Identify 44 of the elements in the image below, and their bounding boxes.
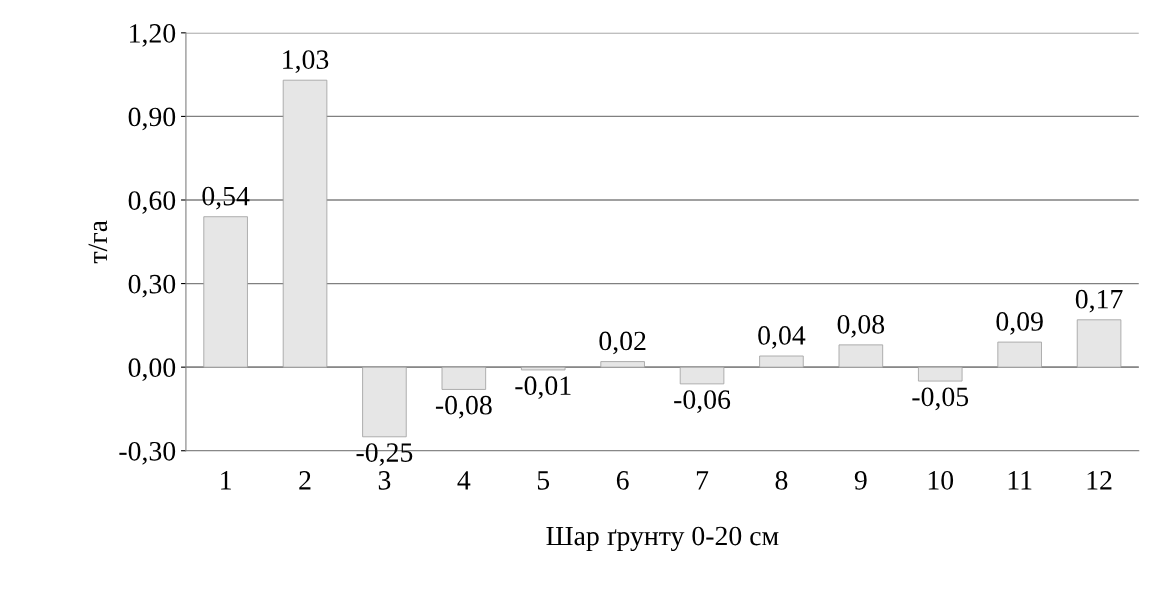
x-tick-label: 6	[616, 471, 629, 490]
y-tick-label: 0,00	[128, 358, 176, 382]
x-axis-title: Шар ґрунту 0-20 см	[546, 526, 779, 552]
data-label: 0,02	[599, 331, 646, 355]
y-tick-label: 1,20	[130, 24, 176, 47]
x-tick-label: 10	[928, 470, 954, 490]
y-tick-label: 0,60	[128, 191, 176, 214]
bar	[759, 355, 804, 368]
data-label: 0,08	[837, 314, 885, 338]
data-label: -0,25	[356, 443, 413, 466]
x-tick-label: 1	[221, 471, 231, 490]
bar	[918, 366, 963, 382]
y-tick-label: -0,30	[119, 441, 176, 465]
x-tick-label: 11	[1008, 471, 1032, 490]
x-tick-label: 3	[378, 471, 391, 490]
x-tick-label: 12	[1087, 471, 1112, 490]
x-tick-label: 7	[696, 471, 709, 490]
bar	[600, 361, 645, 368]
data-label: 0,04	[758, 326, 806, 349]
data-label: 0,54	[202, 186, 250, 210]
bar	[997, 341, 1042, 368]
bar	[441, 366, 487, 390]
bar	[520, 366, 566, 371]
y-tick-label: 0,90	[128, 107, 176, 131]
y-tick-label: 0,30	[128, 274, 176, 298]
bar	[679, 366, 725, 385]
bar	[282, 79, 328, 368]
x-tick-label: 2	[299, 471, 311, 490]
x-tick-label: 9	[854, 471, 867, 490]
data-label: 0,09	[996, 312, 1043, 335]
y-axis-title: т/га	[88, 220, 108, 264]
x-tick-label: 8	[775, 470, 788, 490]
data-label: 0,17	[1075, 289, 1123, 313]
x-tick-label: 4	[457, 471, 471, 490]
bar	[1076, 319, 1122, 368]
data-label: -0,01	[515, 376, 571, 400]
data-label: -0,08	[435, 395, 492, 419]
bar	[362, 366, 407, 438]
bar	[203, 216, 248, 368]
x-tick-label: 5	[537, 471, 550, 490]
bar	[838, 344, 884, 368]
data-label: -0,05	[912, 387, 969, 411]
data-label: -0,06	[674, 390, 731, 413]
data-label: 1,03	[283, 50, 329, 73]
